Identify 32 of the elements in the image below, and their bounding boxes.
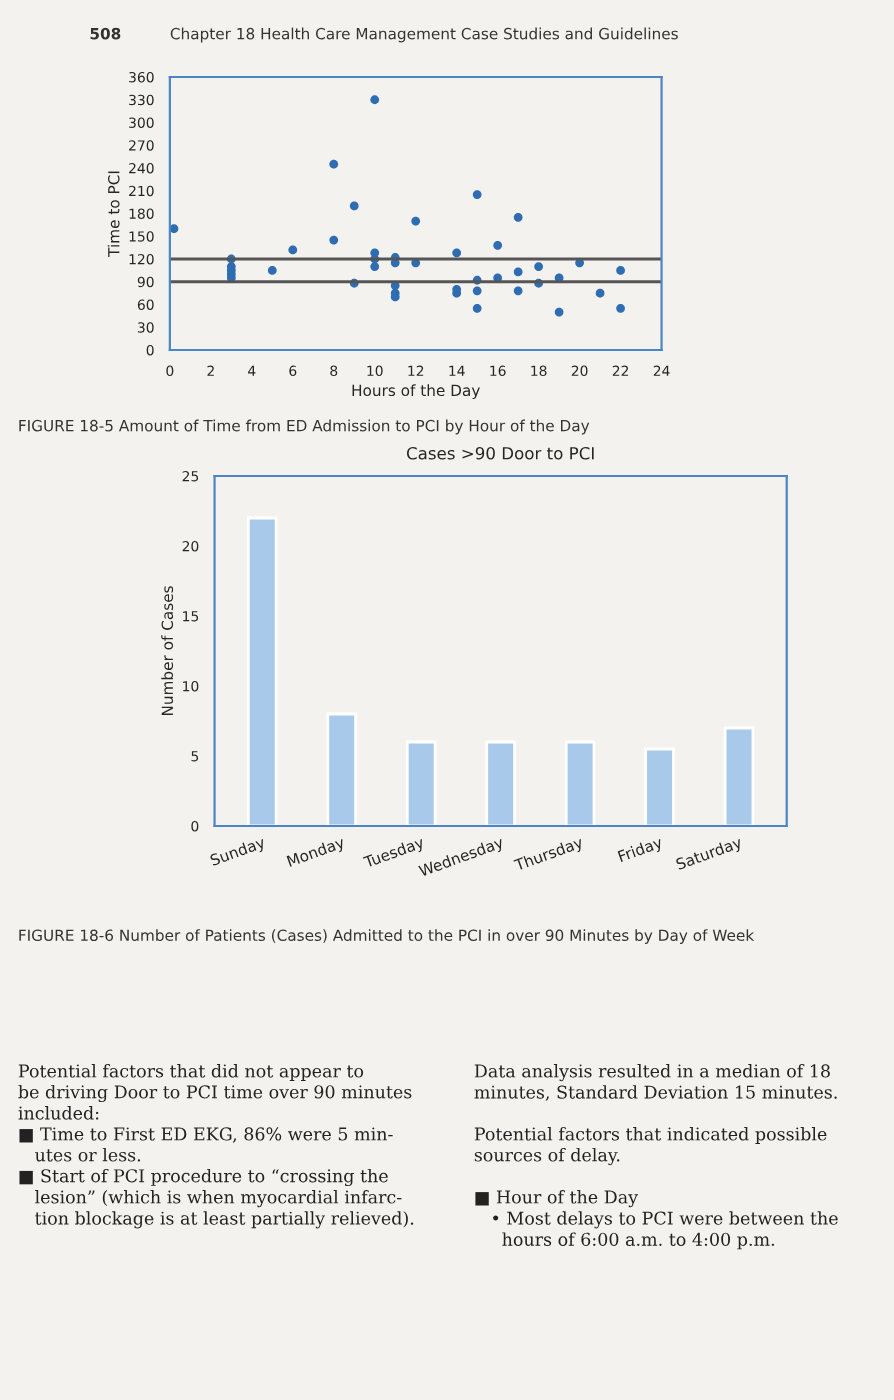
point xyxy=(554,307,564,317)
point xyxy=(267,265,277,275)
chart-title: Cases >90 Door to PCI xyxy=(406,446,594,460)
bar xyxy=(485,740,516,826)
point xyxy=(472,303,482,313)
text: Potential factors that did not appear to be driving Door to PCI time over 90 minutes included: ■ Time to First ED EKG, 86% were 5 min- utes or less. ■ Start of PCI procedure to “crossing the lesion” (which is when myocardial infarc- tion blockage is at least partially relieved). xyxy=(18,1064,414,1229)
point xyxy=(169,224,179,234)
point xyxy=(513,267,523,277)
point xyxy=(616,265,625,275)
point xyxy=(288,245,298,255)
bar xyxy=(564,740,596,826)
bar xyxy=(326,712,357,826)
point xyxy=(472,190,482,199)
point xyxy=(616,303,625,313)
point xyxy=(411,216,421,226)
text: Data analysis resulted in a median of 18 minutes, Standard Deviation 15 minutes. Potential factors that indicated possible sources of delay. ■ Hour of the Day • Most delays to PCI were between the hours of 6:00 a.m. to 4:00 p.m. xyxy=(474,1064,838,1250)
bar xyxy=(723,726,755,826)
point xyxy=(370,95,380,105)
point xyxy=(329,159,339,169)
point xyxy=(472,286,482,296)
point xyxy=(370,262,380,271)
point xyxy=(595,288,605,298)
point xyxy=(452,248,462,258)
point xyxy=(513,286,523,296)
bar xyxy=(644,747,675,826)
point xyxy=(513,212,523,222)
point xyxy=(329,235,339,245)
point xyxy=(493,240,503,250)
bar xyxy=(405,740,437,826)
bar xyxy=(246,516,278,826)
point xyxy=(349,201,359,211)
point xyxy=(534,262,544,271)
